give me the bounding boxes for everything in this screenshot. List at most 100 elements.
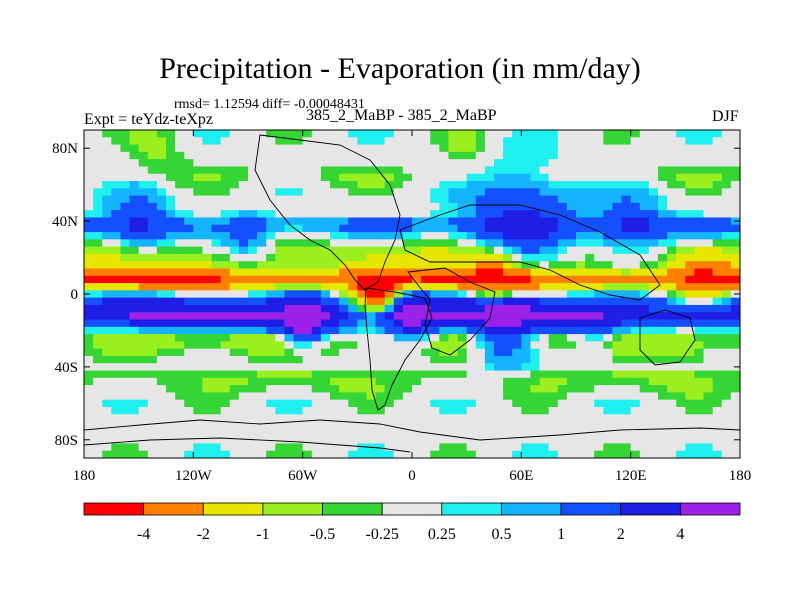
- heatmap-cell: [475, 224, 486, 233]
- heatmap-cell: [603, 334, 614, 342]
- heatmap-cell: [585, 151, 595, 160]
- heatmap-cell: [393, 414, 404, 423]
- heatmap-cell: [694, 414, 705, 423]
- heatmap-cell: [603, 355, 614, 364]
- heatmap-cell: [339, 326, 349, 335]
- heatmap-cell: [639, 436, 650, 445]
- heatmap-cell: [302, 443, 313, 452]
- heatmap-cell: [302, 355, 313, 364]
- heatmap-cell: [448, 319, 459, 328]
- heatmap-cell: [220, 436, 231, 445]
- heatmap-cell: [639, 348, 650, 357]
- heatmap-cell: [730, 414, 740, 423]
- heatmap-cell: [384, 144, 395, 153]
- heatmap-cell: [466, 436, 477, 445]
- heatmap-cell: [676, 312, 686, 321]
- heatmap-cell: [612, 268, 623, 277]
- heatmap-cell: [120, 428, 131, 437]
- heatmap-cell: [402, 436, 413, 445]
- heatmap-cell: [138, 385, 149, 393]
- heatmap-cell: [229, 253, 240, 262]
- heatmap-cell: [475, 144, 486, 153]
- heatmap-cell: [375, 151, 386, 160]
- heatmap-cell: [375, 436, 386, 445]
- heatmap-cell: [229, 406, 240, 415]
- heatmap-cell: [302, 253, 313, 262]
- heatmap-cell: [439, 304, 450, 313]
- heatmap-cell: [184, 173, 194, 182]
- heatmap-cell: [585, 202, 595, 211]
- heatmap-cell: [220, 246, 231, 255]
- heatmap-cell: [585, 297, 595, 306]
- heatmap-cell: [539, 363, 550, 372]
- x-tick-label: 60W: [288, 468, 318, 484]
- heatmap-cell: [521, 166, 532, 175]
- heatmap-cell: [129, 414, 140, 423]
- heatmap-cell: [229, 304, 240, 313]
- heatmap-cell: [402, 268, 413, 277]
- heatmap-cell: [320, 202, 331, 211]
- heatmap-cell: [721, 159, 732, 168]
- heatmap-cell: [120, 326, 131, 335]
- heatmap-cell: [229, 370, 240, 379]
- heatmap-cell: [402, 137, 413, 146]
- heatmap-cell: [484, 144, 495, 153]
- heatmap-cell: [102, 436, 112, 445]
- heatmap-cell: [293, 217, 304, 226]
- heatmap-cell: [448, 428, 459, 437]
- heatmap-cell: [147, 166, 158, 175]
- heatmap-cell: [685, 151, 696, 160]
- heatmap-cell: [612, 443, 623, 452]
- heatmap-cell: [175, 436, 185, 445]
- heatmap-cell: [184, 414, 194, 423]
- heatmap-cell: [202, 428, 213, 437]
- heatmap-cell: [129, 130, 140, 138]
- heatmap-cell: [111, 283, 122, 291]
- heatmap-cell: [658, 210, 668, 219]
- heatmap-cell: [357, 297, 368, 306]
- heatmap-cell: [557, 334, 568, 342]
- heatmap-cell: [703, 392, 714, 401]
- heatmap-cell: [93, 137, 103, 146]
- heatmap-cell: [402, 246, 413, 255]
- heatmap-cell: [512, 385, 522, 393]
- heatmap-cell: [639, 377, 650, 386]
- heatmap-cell: [676, 202, 686, 211]
- heatmap-cell: [457, 326, 468, 335]
- x-tick-label: 0: [408, 468, 416, 484]
- heatmap-cell: [639, 443, 650, 452]
- heatmap-cell: [357, 392, 368, 401]
- heatmap-cell: [120, 195, 131, 204]
- heatmap-cell: [175, 297, 185, 306]
- heatmap-cell: [284, 326, 295, 335]
- heatmap-cell: [530, 428, 541, 437]
- heatmap-cell: [129, 275, 140, 284]
- heatmap-cell: [421, 275, 431, 284]
- heatmap-cell: [166, 341, 176, 350]
- heatmap-cell: [448, 450, 459, 458]
- heatmap-cell: [475, 232, 486, 240]
- heatmap-cell: [630, 239, 641, 248]
- heatmap-cell: [193, 144, 204, 153]
- heatmap-cell: [694, 312, 705, 321]
- heatmap-cell: [494, 406, 504, 415]
- heatmap-cell: [612, 312, 623, 321]
- heatmap-cell: [484, 195, 495, 204]
- heatmap-cell: [175, 217, 185, 226]
- heatmap-cell: [220, 188, 231, 197]
- heatmap-cell: [712, 399, 723, 408]
- heatmap-cell: [330, 297, 340, 306]
- heatmap-cell: [639, 181, 650, 189]
- heatmap-cell: [366, 275, 377, 284]
- heatmap-cell: [375, 370, 386, 379]
- heatmap-cell: [84, 137, 94, 146]
- heatmap-cell: [248, 239, 258, 248]
- heatmap-cell: [512, 406, 522, 415]
- heatmap-cell: [694, 253, 705, 262]
- heatmap-cell: [539, 370, 550, 379]
- heatmap-cell: [576, 246, 586, 255]
- heatmap-cell: [676, 195, 686, 204]
- heatmap-cell: [384, 239, 395, 248]
- heatmap-cell: [275, 130, 286, 138]
- heatmap-cell: [275, 151, 286, 160]
